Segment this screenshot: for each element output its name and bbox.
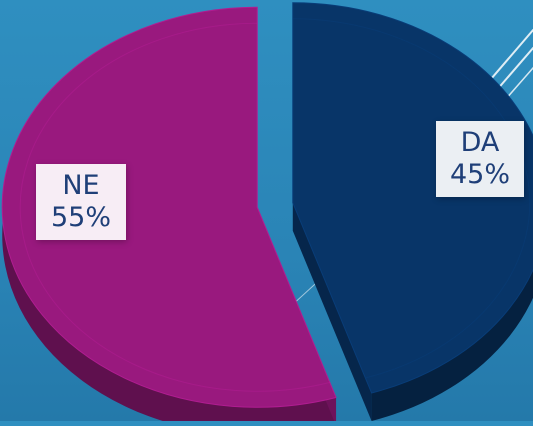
pie-slice-ne: [1, 6, 337, 426]
data-label-da: DA 45%: [436, 121, 524, 197]
data-label-ne: NE 55%: [36, 164, 126, 240]
data-label-ne-value: 55%: [50, 202, 111, 233]
pie-slice-da-top: [292, 2, 533, 394]
data-label-ne-category: NE: [62, 170, 100, 201]
pie-slice-da: [292, 2, 533, 421]
data-label-da-value: 45%: [449, 159, 510, 190]
pie-slice-da-face-1: [292, 202, 372, 421]
pie-slice-da-rim: [292, 18, 531, 379]
pie-slice-ne-top: [1, 6, 337, 408]
pie-slice-ne-rim: [19, 22, 331, 392]
data-label-da-category: DA: [460, 127, 500, 158]
